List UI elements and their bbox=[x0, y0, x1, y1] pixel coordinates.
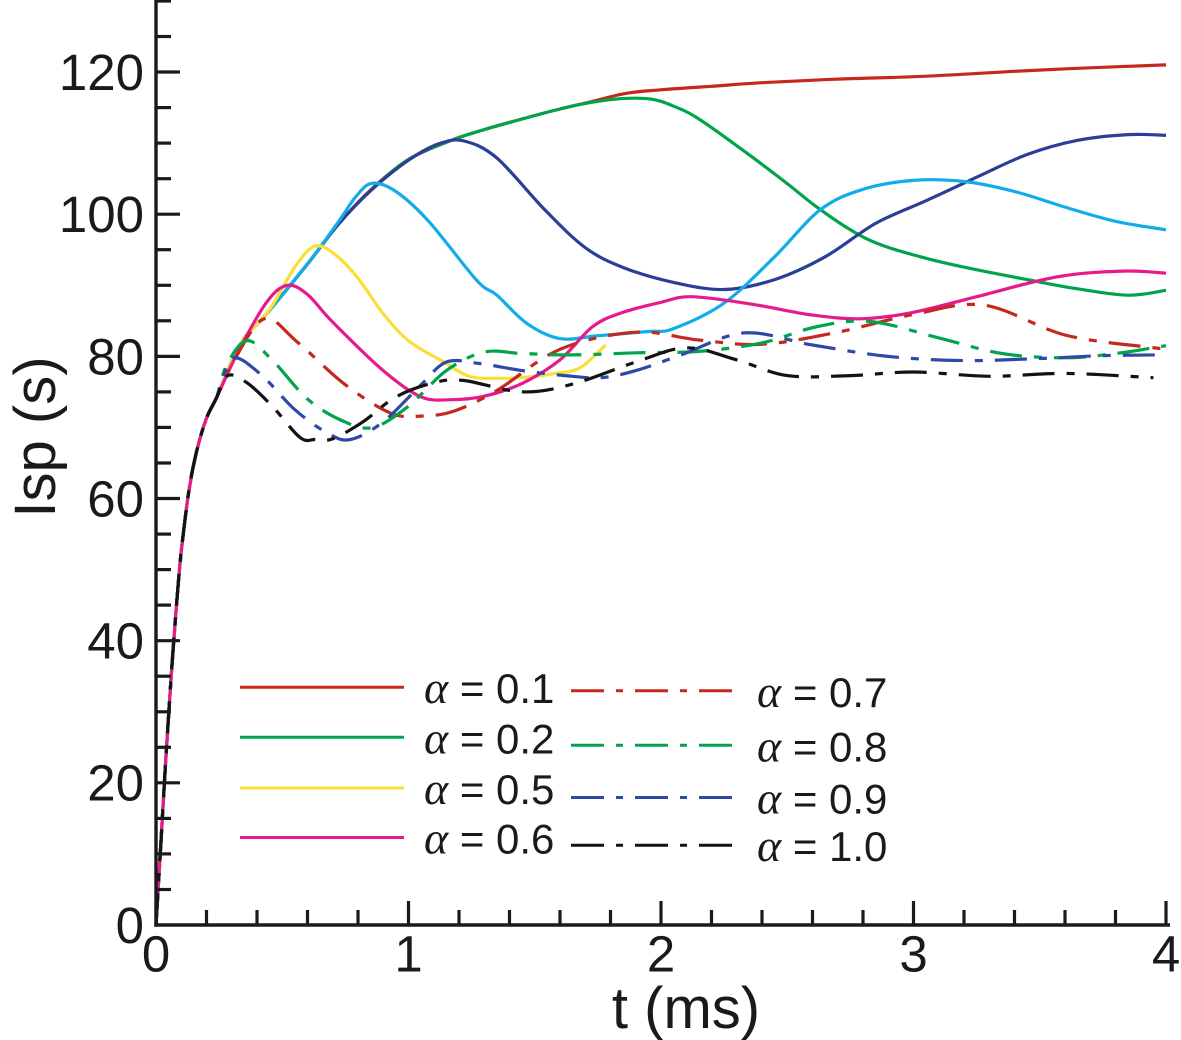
svg-text:0: 0 bbox=[116, 897, 144, 954]
svg-text:40: 40 bbox=[87, 613, 144, 670]
svg-text:3: 3 bbox=[899, 926, 927, 983]
svg-text:α = 0.2: α = 0.2 bbox=[424, 712, 554, 763]
svg-text:80: 80 bbox=[87, 328, 144, 385]
svg-text:1: 1 bbox=[394, 926, 422, 983]
svg-text:α = 0.8: α = 0.8 bbox=[757, 720, 887, 771]
svg-text:20: 20 bbox=[87, 755, 144, 812]
svg-text:α = 0.6: α = 0.6 bbox=[424, 813, 554, 864]
svg-text:α = 1.0: α = 1.0 bbox=[757, 820, 887, 871]
svg-text:0: 0 bbox=[142, 926, 170, 983]
svg-text:120: 120 bbox=[59, 44, 144, 101]
svg-text:α = 0.7: α = 0.7 bbox=[757, 666, 887, 717]
svg-text:100: 100 bbox=[59, 186, 144, 243]
svg-text:Isp (s): Isp (s) bbox=[3, 356, 68, 517]
svg-text:α = 0.9: α = 0.9 bbox=[757, 773, 887, 824]
svg-text:4: 4 bbox=[1152, 926, 1180, 983]
svg-text:α = 0.5: α = 0.5 bbox=[424, 763, 554, 814]
svg-text:α = 0.1: α = 0.1 bbox=[424, 662, 554, 713]
svg-text:2: 2 bbox=[647, 926, 675, 983]
svg-text:60: 60 bbox=[87, 470, 144, 527]
svg-text:t (ms): t (ms) bbox=[612, 976, 760, 1040]
